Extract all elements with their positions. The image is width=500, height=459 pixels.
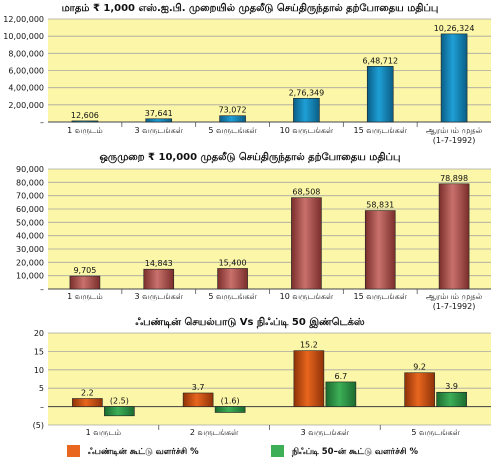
bar-value-label: 12,606 bbox=[71, 111, 99, 120]
bar bbox=[440, 33, 468, 123]
y-tick-label: 50,000 bbox=[16, 218, 44, 227]
y-tick-label: 6,00,000 bbox=[8, 67, 44, 76]
x-category-label: 1 வருடம் bbox=[67, 292, 103, 302]
x-category-label: 15 வருடங்கள் bbox=[353, 126, 407, 136]
y-tick-label: 90,000 bbox=[16, 165, 44, 174]
bar bbox=[293, 97, 320, 123]
y-tick-label: 5 bbox=[39, 384, 44, 393]
bar-value-label: 6.7 bbox=[335, 372, 348, 381]
bar-value-label: 9,705 bbox=[73, 266, 96, 275]
x-category-label: 5 வருடங்கள் bbox=[208, 126, 257, 136]
x-category-label: ஆரம்பம் முதல் bbox=[426, 126, 483, 136]
legend-swatch-nifty bbox=[271, 445, 284, 457]
y-tick-label: 4,00,000 bbox=[8, 84, 44, 93]
bar-value-label: (1.6) bbox=[221, 397, 240, 406]
lumpsum-value-chart: ஒருமுறை ₹ 10,000 முதலீடு செய்திருந்தால் … bbox=[16, 151, 491, 311]
legend-label-fund: ஃபண்டின் கூட்டு வளர்ச்சி % bbox=[88, 446, 199, 457]
y-tick-label: 40,000 bbox=[16, 232, 44, 241]
x-category-label: 3 வருடங்கள் bbox=[135, 292, 184, 302]
bar bbox=[366, 66, 394, 123]
bar-value-label: 14,843 bbox=[145, 259, 173, 268]
fund-vs-nifty-chart: ஃபண்டின் செயல்பாடு Vs நிஃப்டி 50 இண்டெக்… bbox=[33, 316, 491, 457]
legend-label-nifty: நிஃப்டி 50–ன் கூட்டு வளர்ச்சி % bbox=[291, 446, 418, 457]
y-tick-label: (5) bbox=[33, 421, 44, 430]
fund-bar bbox=[72, 398, 103, 407]
y-tick-label: 30,000 bbox=[16, 245, 44, 254]
fund-bar bbox=[182, 392, 214, 407]
y-tick-label: 20 bbox=[34, 329, 44, 338]
x-category-label: 5 வருடங்கள் bbox=[411, 428, 460, 438]
chart-3-legend: ஃபண்டின் கூட்டு வளர்ச்சி % நிஃப்டி 50–ன்… bbox=[67, 445, 418, 457]
bar-value-label: 2,76,349 bbox=[289, 88, 325, 97]
chart-2-title: ஒருமுறை ₹ 10,000 முதலீடு செய்திருந்தால் … bbox=[100, 151, 401, 163]
bar bbox=[71, 120, 99, 123]
y-tick-label: 8,00,000 bbox=[8, 49, 44, 58]
y-tick-label: 10,000 bbox=[16, 272, 44, 281]
x-category-label: 5 வருடங்கள் bbox=[208, 292, 257, 302]
x-category-label: 3 வருடங்கள் bbox=[135, 126, 184, 136]
x-category-label: (1-7-1992) bbox=[433, 302, 476, 311]
x-category-label: 1 வருடம் bbox=[86, 428, 122, 438]
y-tick-label: – bbox=[40, 118, 44, 127]
x-category-label: 10 வருடங்கள் bbox=[280, 292, 334, 302]
y-tick-label: – bbox=[40, 403, 44, 412]
bar bbox=[145, 118, 173, 123]
bar-value-label: 6,48,712 bbox=[362, 56, 398, 65]
bar-value-label: 3.7 bbox=[192, 383, 205, 392]
fund-bar bbox=[404, 372, 435, 407]
nifty-bar bbox=[436, 391, 467, 407]
bar-value-label: 9.2 bbox=[413, 363, 426, 372]
bar-value-label: (2.5) bbox=[110, 397, 129, 406]
legend-swatch-fund bbox=[67, 445, 80, 457]
y-tick-label: – bbox=[40, 285, 44, 294]
nifty-bar bbox=[214, 406, 246, 413]
x-category-label: 1 வருடம் bbox=[67, 126, 103, 136]
chart-2-plot-area bbox=[48, 169, 491, 289]
nifty-bar bbox=[325, 381, 357, 407]
bar bbox=[69, 275, 101, 290]
y-tick-label: 80,000 bbox=[16, 178, 44, 187]
bar-value-label: 73,072 bbox=[219, 106, 247, 115]
chart-1-title: மாதம் ₹ 1,000 எஸ்.ஐ.பி. முறையில் முதலீடு… bbox=[62, 2, 439, 14]
bar-value-label: 2.2 bbox=[81, 389, 94, 398]
nifty-bar bbox=[104, 406, 135, 417]
bar-value-label: 78,898 bbox=[440, 174, 468, 183]
y-tick-label: 15 bbox=[34, 347, 44, 356]
y-tick-label: 2,00,000 bbox=[8, 101, 44, 110]
bar bbox=[217, 268, 248, 290]
bar-value-label: 3.9 bbox=[445, 382, 458, 391]
x-category-label: 2 வருடங்கள் bbox=[190, 428, 239, 438]
y-tick-label: 12,00,000 bbox=[3, 15, 44, 24]
bar-value-label: 15.2 bbox=[300, 341, 318, 350]
chart-3-title: ஃபண்டின் செயல்பாடு Vs நிஃப்டி 50 இண்டெக்… bbox=[135, 316, 365, 329]
bar bbox=[219, 115, 246, 123]
fund-bar bbox=[293, 350, 325, 407]
x-category-label: (1-7-1992) bbox=[433, 136, 476, 145]
x-category-label: ஆரம்பம் முதல் bbox=[426, 292, 483, 302]
bar-value-label: 37,641 bbox=[145, 109, 173, 118]
y-tick-label: 10 bbox=[34, 366, 44, 375]
y-tick-label: 20,000 bbox=[16, 258, 44, 267]
bar-value-label: 15,400 bbox=[219, 258, 247, 267]
x-category-label: 3 வருடங்கள் bbox=[301, 428, 350, 438]
y-tick-label: 60,000 bbox=[16, 205, 44, 214]
bar-value-label: 58,831 bbox=[366, 201, 394, 210]
y-tick-label: 10,00,000 bbox=[3, 32, 44, 41]
bar bbox=[364, 210, 396, 290]
bar bbox=[438, 183, 470, 290]
bar bbox=[143, 268, 175, 290]
sip-value-chart: மாதம் ₹ 1,000 எஸ்.ஐ.பி. முறையில் முதலீடு… bbox=[3, 2, 491, 145]
bar bbox=[291, 197, 322, 290]
x-category-label: 10 வருடங்கள் bbox=[280, 126, 334, 136]
y-tick-label: 70,000 bbox=[16, 192, 44, 201]
x-category-label: 15 வருடங்கள் bbox=[353, 292, 407, 302]
bar-value-label: 10,26,324 bbox=[434, 24, 475, 33]
bar-value-label: 68,508 bbox=[292, 188, 320, 197]
